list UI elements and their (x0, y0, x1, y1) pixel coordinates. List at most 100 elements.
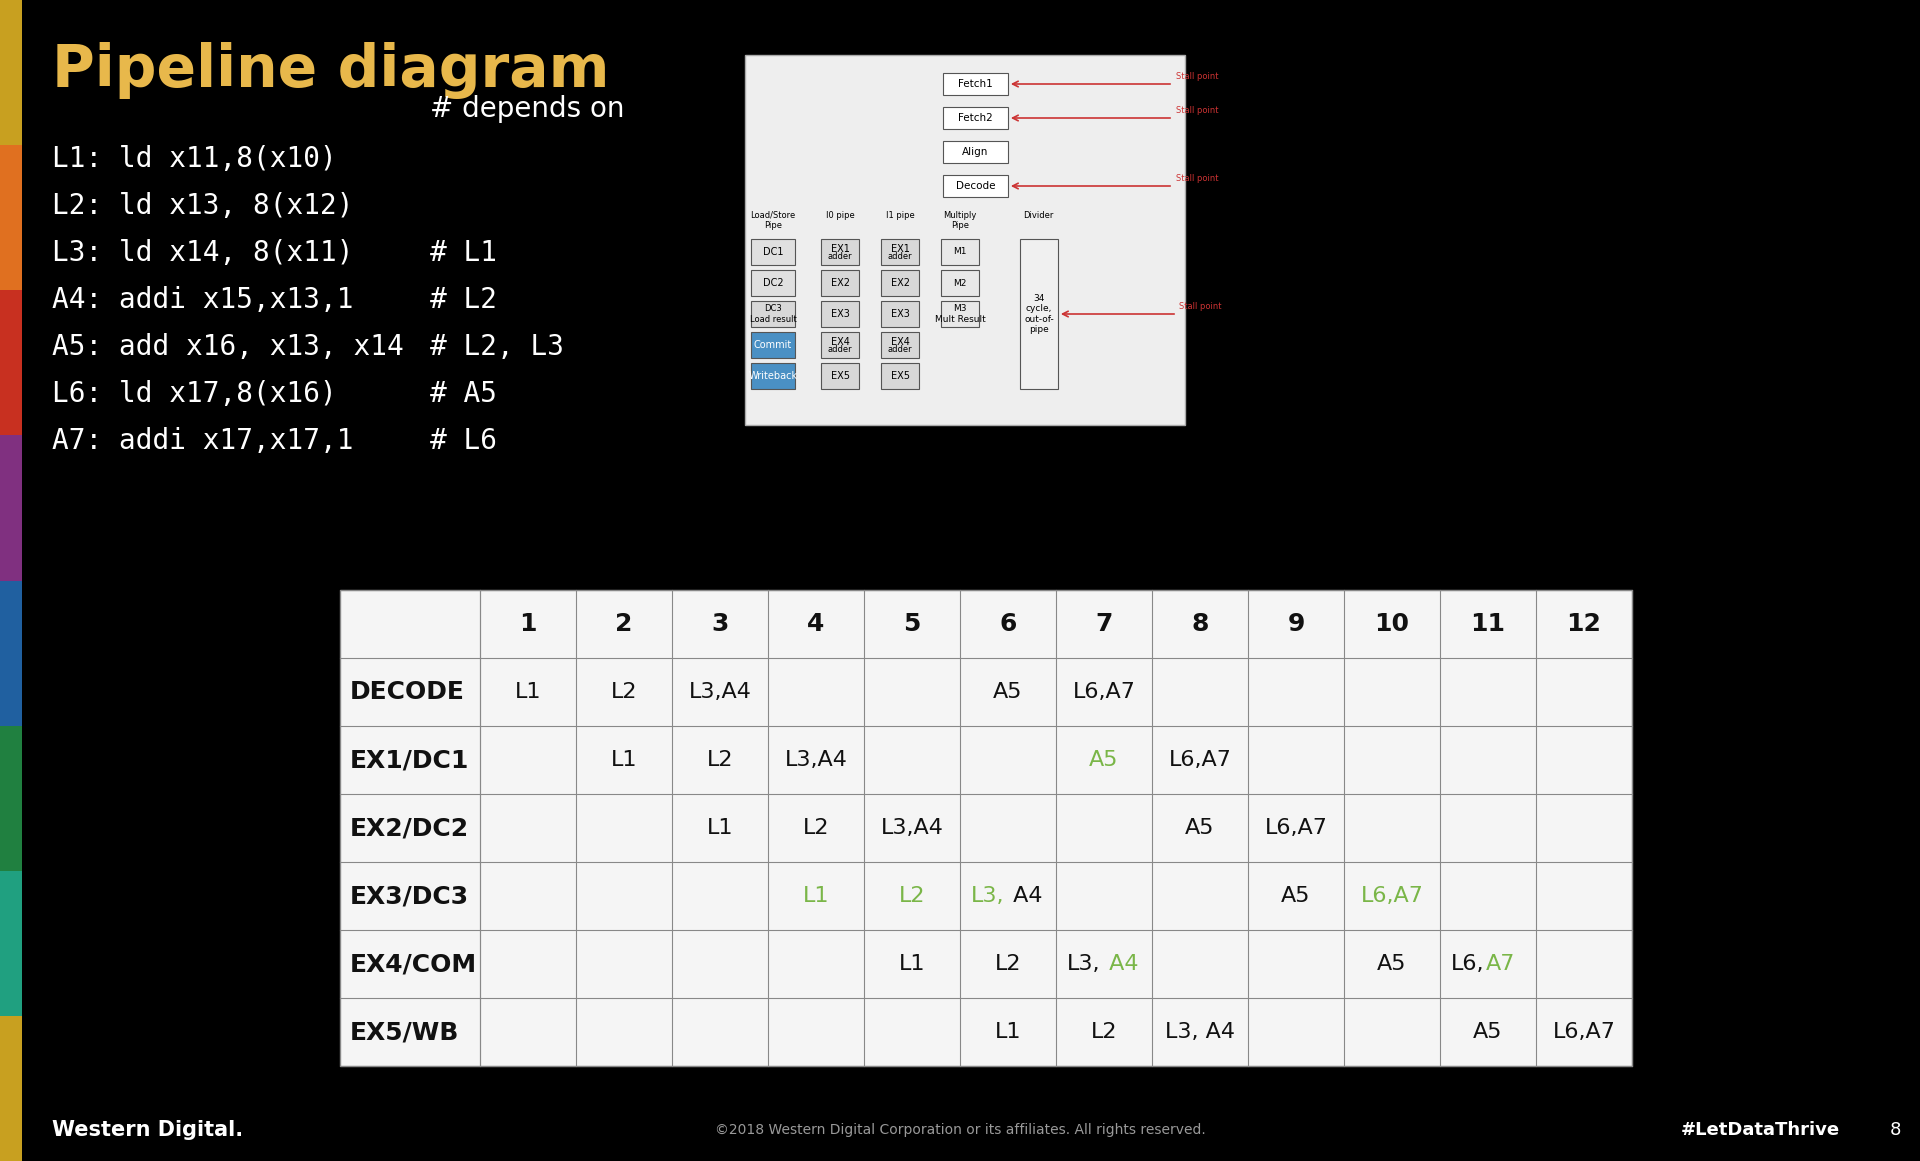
Text: DC3
Load result: DC3 Load result (749, 304, 797, 324)
Text: L6,A7: L6,A7 (1169, 750, 1231, 770)
Text: L2: L2 (803, 819, 829, 838)
Bar (751, 239, 795, 265)
Text: 34
cycle,
out-of-
pipe: 34 cycle, out-of- pipe (1023, 294, 1054, 334)
Bar (822, 239, 858, 265)
Bar (0, 435, 21, 580)
Bar (822, 271, 858, 296)
Bar (941, 301, 979, 327)
Text: DECODE: DECODE (349, 680, 465, 704)
Text: A7: addi x17,x17,1: A7: addi x17,x17,1 (52, 427, 353, 455)
Text: 8: 8 (1889, 1122, 1901, 1139)
Bar (1020, 239, 1058, 389)
Text: L1: L1 (899, 954, 925, 974)
Bar (881, 301, 920, 327)
Text: L6,A7: L6,A7 (1361, 886, 1423, 906)
Text: EX3/DC3: EX3/DC3 (349, 884, 468, 908)
Text: EX2: EX2 (831, 277, 849, 288)
Text: A5: A5 (993, 682, 1023, 702)
Text: A4: addi x15,x13,1: A4: addi x15,x13,1 (52, 286, 353, 313)
Bar (822, 363, 858, 389)
Text: L6,A7: L6,A7 (1553, 1022, 1615, 1043)
Bar (0, 871, 21, 1016)
Bar (943, 175, 1008, 197)
Text: A5: add x16, x13, x14: A5: add x16, x13, x14 (52, 333, 403, 361)
Bar (881, 239, 920, 265)
Text: L1: L1 (803, 886, 829, 906)
Text: 11: 11 (1471, 612, 1505, 636)
Text: A7: A7 (1486, 954, 1515, 974)
Text: ©2018 Western Digital Corporation or its affiliates. All rights reserved.: ©2018 Western Digital Corporation or its… (714, 1123, 1206, 1137)
Text: adder: adder (887, 345, 912, 354)
Text: L1: L1 (611, 750, 637, 770)
Text: L1: ld x11,8(x10): L1: ld x11,8(x10) (52, 145, 336, 173)
Text: EX4: EX4 (891, 337, 910, 347)
Text: 4: 4 (806, 612, 826, 636)
Text: EX2: EX2 (891, 277, 910, 288)
Text: # L1: # L1 (430, 239, 497, 267)
Text: L2: L2 (995, 954, 1021, 974)
Text: Pipeline diagram: Pipeline diagram (52, 42, 609, 99)
Text: 1: 1 (518, 612, 538, 636)
Text: # L6: # L6 (430, 427, 497, 455)
Text: EX3: EX3 (891, 309, 910, 319)
Text: Multiply
Pipe: Multiply Pipe (943, 211, 977, 230)
Text: 2: 2 (614, 612, 634, 636)
Text: Fetch1: Fetch1 (958, 79, 993, 89)
Text: Stall point: Stall point (1175, 174, 1219, 183)
Bar (822, 301, 858, 327)
Text: 7: 7 (1094, 612, 1114, 636)
Bar (745, 55, 1185, 425)
Text: Divider: Divider (1023, 211, 1054, 219)
Bar (943, 73, 1008, 95)
Text: Writeback: Writeback (749, 372, 797, 381)
Text: 10: 10 (1375, 612, 1409, 636)
Text: # L2, L3: # L2, L3 (430, 333, 564, 361)
Text: Load/Store
Pipe: Load/Store Pipe (751, 211, 795, 230)
Bar (751, 301, 795, 327)
Bar (0, 726, 21, 871)
Text: EX5: EX5 (891, 372, 910, 381)
Text: EX5/WB: EX5/WB (349, 1021, 459, 1044)
Text: Align: Align (962, 147, 989, 157)
Text: 6: 6 (998, 612, 1018, 636)
Text: Stall point: Stall point (1175, 72, 1219, 81)
Bar (943, 140, 1008, 163)
Text: L3: ld x14, 8(x11): L3: ld x14, 8(x11) (52, 239, 353, 267)
Text: L2: L2 (707, 750, 733, 770)
Text: L6,: L6, (1450, 954, 1484, 974)
Bar (0, 0, 21, 145)
Bar (751, 363, 795, 389)
Text: A5: A5 (1281, 886, 1311, 906)
Text: EX1: EX1 (831, 244, 849, 254)
Bar (943, 107, 1008, 129)
Text: EX3: EX3 (831, 309, 849, 319)
Text: EX1/DC1: EX1/DC1 (349, 748, 468, 772)
Text: EX5: EX5 (831, 372, 849, 381)
Text: EX2/DC2: EX2/DC2 (349, 816, 468, 841)
Text: 8: 8 (1190, 612, 1210, 636)
Text: adder: adder (828, 252, 852, 261)
Text: Western Digital.: Western Digital. (52, 1120, 244, 1140)
Text: # A5: # A5 (430, 380, 497, 408)
Text: M2: M2 (954, 279, 966, 288)
Text: M3
Mult Result: M3 Mult Result (935, 304, 985, 324)
Text: 5: 5 (902, 612, 922, 636)
Text: Stall point: Stall point (1179, 302, 1221, 311)
Text: L6: ld x17,8(x16): L6: ld x17,8(x16) (52, 380, 336, 408)
Bar (881, 332, 920, 358)
Bar (881, 271, 920, 296)
Text: Decode: Decode (956, 181, 995, 192)
Text: I1 pipe: I1 pipe (885, 211, 914, 219)
Text: L1: L1 (707, 819, 733, 838)
Text: L2: ld x13, 8(x12): L2: ld x13, 8(x12) (52, 192, 353, 219)
Text: L1: L1 (515, 682, 541, 702)
Text: L3,A4: L3,A4 (689, 682, 751, 702)
Text: A4: A4 (1102, 954, 1139, 974)
Text: Fetch2: Fetch2 (958, 113, 993, 123)
Bar (0, 290, 21, 435)
Text: A4: A4 (1006, 886, 1043, 906)
Text: L3,A4: L3,A4 (785, 750, 847, 770)
Text: adder: adder (887, 252, 912, 261)
Bar (340, 590, 1632, 1066)
Text: Commit: Commit (755, 340, 793, 349)
